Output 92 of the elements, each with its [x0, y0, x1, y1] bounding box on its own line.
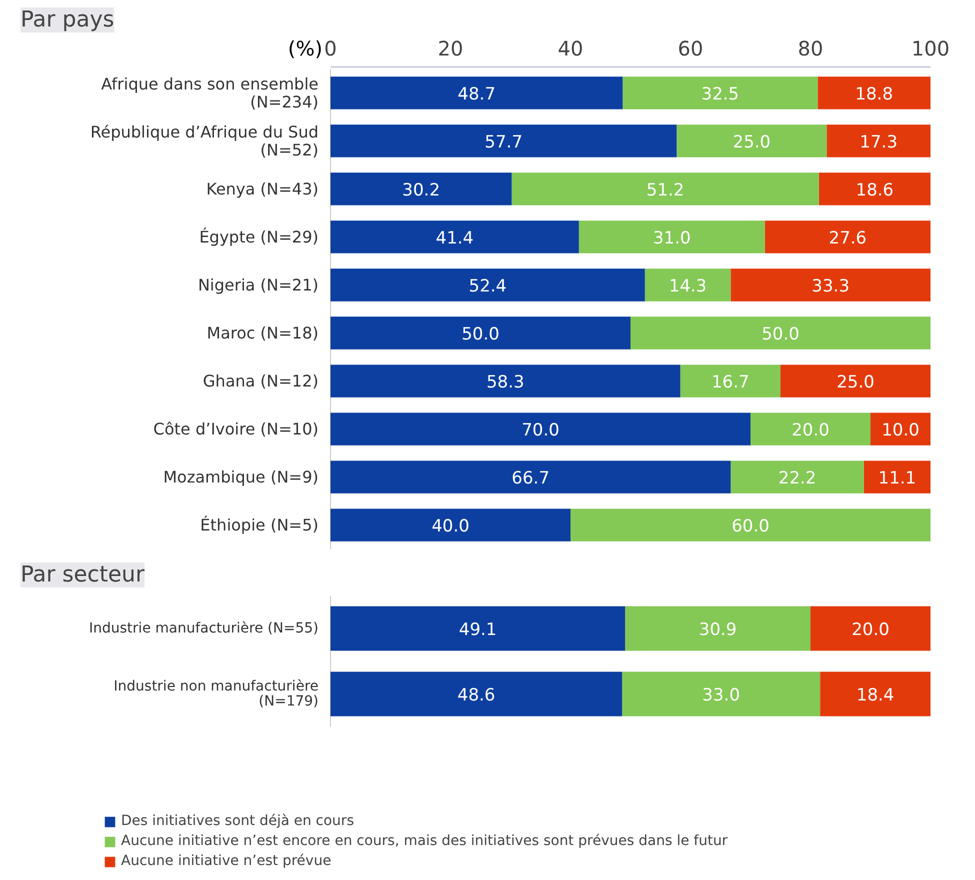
bar [330, 172, 512, 206]
x-axis-title: (%) [288, 36, 322, 60]
data-label: 18.4 [856, 686, 894, 706]
y-tick-label: Kenya (N=43) [206, 179, 319, 198]
y-tick-label: Industrie manufacturière (N=55) [89, 620, 319, 637]
bar [870, 412, 930, 446]
bar [330, 606, 626, 651]
bar [330, 412, 750, 446]
bar [864, 460, 930, 494]
data-label: 31.0 [652, 228, 691, 248]
text: Par pays [20, 8, 114, 32]
bar [630, 316, 930, 350]
y-tick-label: Nigeria (N=21) [198, 275, 318, 294]
bar [730, 268, 930, 302]
legend-label: Des initiatives sont déjà en cours [121, 813, 354, 829]
data-label: 27.6 [828, 228, 867, 248]
bar [680, 364, 780, 398]
data-label: 14.3 [668, 276, 707, 296]
x-tick-label: 40 [558, 36, 584, 60]
bar [330, 220, 579, 254]
bar [750, 412, 870, 446]
bar [826, 124, 930, 158]
data-label: 52.4 [468, 276, 507, 296]
bar [330, 508, 570, 542]
y-tick-label: Égypte (N=29) [199, 227, 318, 246]
legend-label: Aucune initiative n’est encore en cours, mais des initiatives sont prévues dans le futur [121, 833, 728, 849]
bar [818, 76, 930, 110]
bar [330, 672, 622, 716]
text: Par secteur [20, 562, 146, 588]
data-label: 17.3 [860, 132, 898, 152]
data-label: 60.0 [732, 516, 770, 537]
x-tick-label: 80 [798, 36, 824, 60]
data-label: 57.7 [484, 132, 523, 152]
bar [330, 316, 630, 350]
bar [330, 364, 680, 398]
data-label: 32.5 [701, 84, 740, 104]
data-label: 25.0 [732, 132, 771, 152]
data-label: 20.0 [792, 420, 830, 441]
x-tick-label: 20 [438, 36, 464, 60]
bar [644, 268, 731, 302]
bar [820, 672, 930, 716]
y-tick-label: Ghana (N=12) [202, 372, 318, 391]
data-label: 33.0 [702, 686, 740, 706]
y-tick-label: Mozambique (N=9) [163, 468, 318, 487]
bar [625, 606, 810, 651]
bar [810, 606, 930, 651]
bar [818, 172, 930, 206]
x-tick-label: 60 [678, 36, 704, 60]
bar [330, 124, 677, 158]
data-label: 18.6 [856, 180, 894, 200]
data-label: 22.2 [778, 468, 816, 489]
data-label: 50.0 [762, 324, 800, 345]
y-tick-label: Industrie non manufacturière (N=179) [114, 678, 319, 710]
data-label: 40.0 [432, 516, 470, 537]
data-label: 48.7 [458, 84, 496, 104]
bar [330, 76, 623, 110]
bar [780, 364, 930, 398]
data-label: 70.0 [522, 420, 560, 441]
bar [512, 172, 819, 206]
x-tick-label: 0 [324, 36, 337, 60]
y-tick-label: Maroc (N=18) [206, 324, 319, 343]
data-label: 51.2 [646, 180, 684, 200]
data-label: 48.6 [457, 686, 496, 706]
y-tick-label: Afrique dans son ensemble (N=234) [101, 74, 319, 112]
data-label: 10.0 [882, 420, 920, 441]
data-label: 41.4 [436, 228, 474, 248]
bar [330, 460, 731, 494]
y-tick-label: République d’Afrique du Sud (N=52) [90, 122, 319, 160]
data-label: 25.0 [836, 372, 874, 393]
data-label: 20.0 [852, 620, 890, 640]
x-tick-label: 100 [911, 36, 950, 60]
data-label: 30.2 [402, 180, 440, 200]
bar [330, 268, 645, 302]
bar [622, 672, 820, 716]
data-label: 49.1 [458, 620, 497, 640]
data-label: 30.9 [698, 620, 737, 640]
legend-label: Aucune initiative n’est prévue [121, 853, 332, 869]
y-tick-label: Éthiopie (N=5) [200, 516, 318, 535]
bar [676, 124, 827, 158]
bar [730, 460, 864, 494]
data-label: 18.8 [855, 84, 894, 104]
data-label: 66.7 [512, 468, 550, 489]
y-tick-label: Côte d’Ivoire (N=10) [153, 420, 318, 439]
data-label: 16.7 [711, 372, 750, 393]
data-label: 11.1 [878, 468, 916, 489]
bar [622, 76, 818, 110]
bar [570, 508, 930, 542]
data-label: 58.3 [486, 372, 524, 393]
bar [764, 220, 930, 254]
data-label: 50.0 [462, 324, 500, 345]
bar [578, 220, 765, 254]
data-label: 33.3 [812, 276, 850, 296]
